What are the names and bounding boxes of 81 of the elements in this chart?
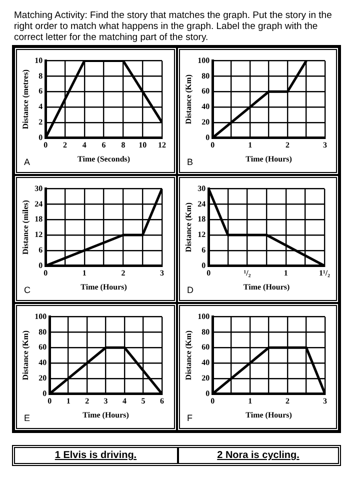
y-tick-label: 40 (201, 102, 210, 112)
y-tick-label: 30 (34, 184, 43, 193)
x-tick-label: 3 (160, 268, 164, 278)
y-tick-label: 80 (201, 327, 210, 336)
text: 2 Nora is cycling. (176, 448, 338, 463)
y-tick-label: 0 (205, 388, 210, 398)
y-tick-label: 20 (38, 373, 47, 382)
y-tick-label: 20 (201, 117, 210, 126)
y-tick-label: 20 (201, 373, 210, 382)
y-tick-label: 60 (38, 342, 47, 352)
x-tick-label: 3 (322, 140, 326, 150)
y-axis-title: Distance (metres) (20, 69, 30, 130)
x-axis-title: Time (Hours) (245, 410, 292, 420)
x-tick-label: 1 (82, 268, 86, 278)
y-tick-label: 60 (201, 86, 210, 96)
x-tick-label: 8 (121, 140, 126, 150)
x-tick-label: 2 (285, 396, 290, 406)
y-tick-label: 30 (197, 184, 206, 193)
x-tick-label: 1 (283, 268, 288, 278)
text: E (24, 413, 30, 423)
y-axis-title: Distance (Km) (183, 202, 192, 252)
x-axis-title: Time (Hours) (242, 282, 290, 292)
y-tick-label: 6 (38, 86, 43, 96)
text: D (186, 285, 194, 295)
y-tick-label: 18 (197, 214, 206, 224)
x-tick-label: 6 (160, 396, 164, 406)
y-tick-label: 4 (38, 102, 43, 112)
y-tick-label: 0 (42, 388, 47, 398)
y-tick-label: 8 (38, 71, 43, 80)
x-tick-label: 3 (104, 396, 108, 406)
text: Matching Activity: Find the story that matches the graph. Put the story in the right order to match what happens in the graph. Label the graph with the correct letter for the matching part of the story. (14, 10, 333, 43)
x-axis-title: Time (Hours) (82, 410, 130, 420)
text: 1 Elvis is driving. (54, 449, 138, 463)
x-tick-label: 2 (63, 140, 67, 150)
y-axis-title: Distance (Km) (20, 330, 30, 380)
y-tick-label: 0 (205, 132, 210, 142)
y-tick-label: 0 (38, 132, 43, 142)
x-tick-label: 1¹/₂ (318, 268, 330, 278)
x-tick-label: ¹/₂ (243, 268, 251, 278)
x-tick-label: 4 (122, 396, 127, 406)
x-axis-title: Time (Seconds) (78, 154, 130, 164)
y-tick-label: 2 (38, 117, 43, 126)
y-tick-label: 12 (34, 230, 43, 240)
y-tick-label: 18 (34, 214, 43, 224)
text: B (186, 157, 193, 167)
y-tick-label: 24 (197, 199, 206, 208)
y-tick-label: 100 (197, 312, 210, 321)
y-tick-label: 40 (201, 358, 210, 368)
x-axis-title: Time (Hours) (245, 154, 292, 164)
y-tick-label: 40 (38, 358, 47, 368)
y-tick-label: 100 (34, 312, 47, 321)
x-tick-label: 6 (102, 140, 106, 150)
y-tick-label: 80 (38, 327, 47, 336)
x-tick-label: 1 (248, 140, 252, 150)
y-tick-label: 0 (38, 260, 43, 270)
x-tick-label: 1 (66, 396, 70, 406)
y-tick-label: 10 (34, 56, 43, 65)
y-tick-label: 80 (201, 71, 210, 80)
x-tick-label: 3 (322, 396, 326, 406)
x-tick-label: 2 (285, 140, 290, 150)
x-tick-label: 2 (121, 268, 126, 278)
text: A (24, 157, 30, 167)
y-tick-label: 12 (197, 230, 206, 240)
y-tick-label: 0 (201, 260, 206, 270)
x-tick-label: 10 (138, 140, 147, 150)
x-tick-label: 5 (141, 396, 146, 406)
y-axis-title: Distance (Km) (183, 74, 192, 124)
text: F (186, 413, 192, 423)
x-tick-label: 12 (158, 140, 166, 150)
y-tick-label: 6 (38, 245, 43, 254)
y-tick-label: 6 (201, 245, 206, 254)
x-tick-label: 1 (248, 396, 252, 406)
text: C (24, 285, 31, 295)
x-tick-label: 4 (82, 140, 86, 150)
y-tick-label: 100 (197, 56, 210, 65)
x-axis-title: Time (Hours) (80, 282, 128, 292)
y-axis-title: Distance (miles) (20, 200, 30, 255)
x-tick-label: 2 (85, 396, 90, 406)
y-tick-label: 60 (201, 342, 210, 352)
y-axis-title: Distance (Km) (183, 330, 192, 380)
y-tick-label: 24 (34, 199, 43, 208)
